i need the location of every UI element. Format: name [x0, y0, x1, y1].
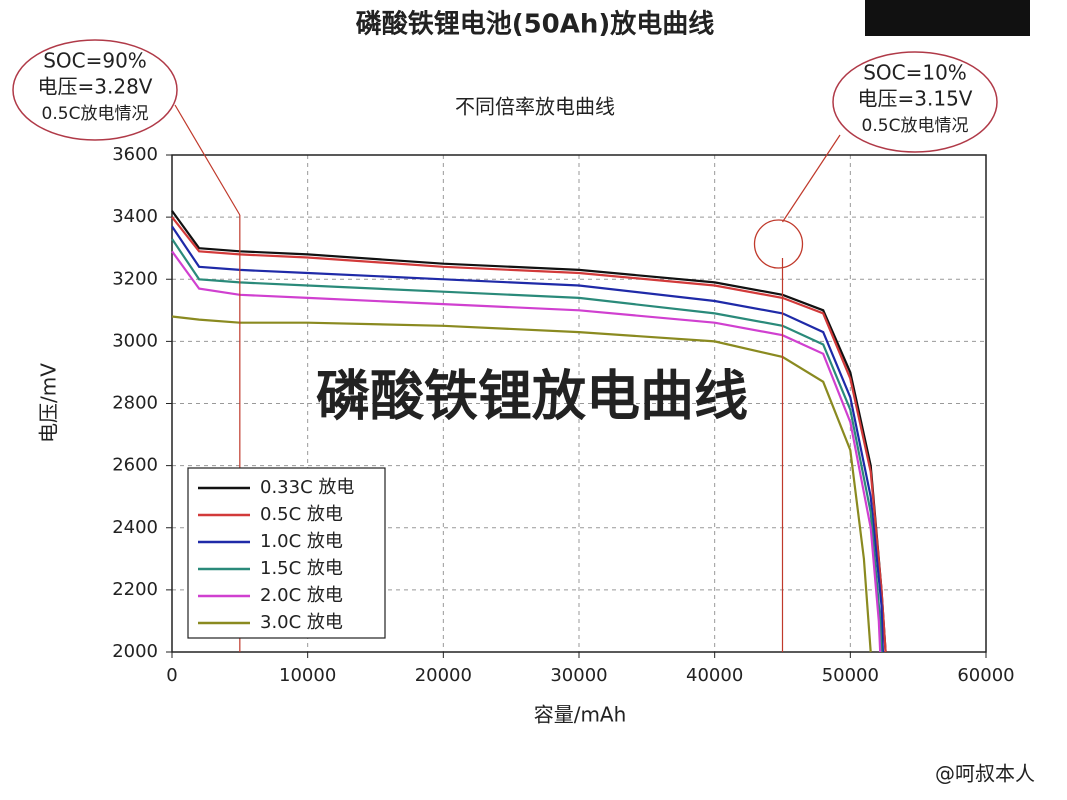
- annotation-ellipse: [12, 39, 178, 141]
- annotation-circle: [753, 219, 804, 269]
- chart-subtitle: 不同倍率放电曲线: [455, 95, 615, 119]
- y-tick-label: 2400: [112, 517, 158, 538]
- y-tick-label: 2800: [112, 393, 158, 414]
- y-axis-label: 电压/mV: [37, 363, 61, 443]
- corner-box: [865, 0, 1030, 36]
- overlay-text: 磷酸铁锂放电曲线: [316, 365, 748, 428]
- watermark: @呵叔本人: [935, 762, 1035, 786]
- x-axis-label: 容量/mAh: [534, 703, 627, 727]
- x-tick-label: 10000: [279, 665, 336, 686]
- y-tick-label: 2600: [112, 455, 158, 476]
- y-tick-label: 3200: [112, 268, 158, 289]
- y-tick-label: 2200: [112, 579, 158, 600]
- legend-box: [187, 467, 386, 639]
- x-tick-label: 50000: [822, 665, 879, 686]
- legend-label: 0.5C 放电: [260, 504, 343, 525]
- annotation-connector: [781, 134, 841, 223]
- x-tick-label: 0: [166, 665, 177, 686]
- legend-label: 3.0C 放电: [260, 612, 343, 633]
- legend-label: 2.0C 放电: [260, 585, 343, 606]
- legend-label: 1.5C 放电: [260, 558, 343, 579]
- annotation-text: SOC=90%: [43, 49, 147, 73]
- plot-frame: [171, 154, 987, 653]
- y-tick-label: 3000: [112, 330, 158, 351]
- annotation-text: 0.5C放电情况: [862, 116, 969, 136]
- annotation-text: SOC=10%: [863, 61, 967, 85]
- x-tick-label: 60000: [957, 665, 1014, 686]
- x-tick-label: 40000: [686, 665, 743, 686]
- legend-label: 0.33C 放电: [260, 477, 354, 498]
- annotation-text: 0.5C放电情况: [42, 104, 149, 124]
- annotation-connector: [174, 104, 241, 216]
- legend-label: 1.0C 放电: [260, 531, 343, 552]
- y-tick-label: 2000: [112, 641, 158, 662]
- series-line: [171, 315, 872, 653]
- x-tick-label: 20000: [415, 665, 472, 686]
- y-tick-label: 3400: [112, 206, 158, 227]
- y-tick-label: 3600: [112, 144, 158, 165]
- annotation-ellipse: [832, 51, 998, 153]
- annotation-text: 电压=3.15V: [858, 87, 973, 111]
- annotation-text: 电压=3.28V: [38, 75, 153, 99]
- chart-title: 磷酸铁锂电池(50Ah)放电曲线: [356, 9, 715, 40]
- legend: 0.33C 放电 0.5C 放电 1.0C 放电 1.5C 放电 2.0C 放电 3.0C…: [187, 467, 386, 639]
- x-tick-label: 30000: [550, 665, 607, 686]
